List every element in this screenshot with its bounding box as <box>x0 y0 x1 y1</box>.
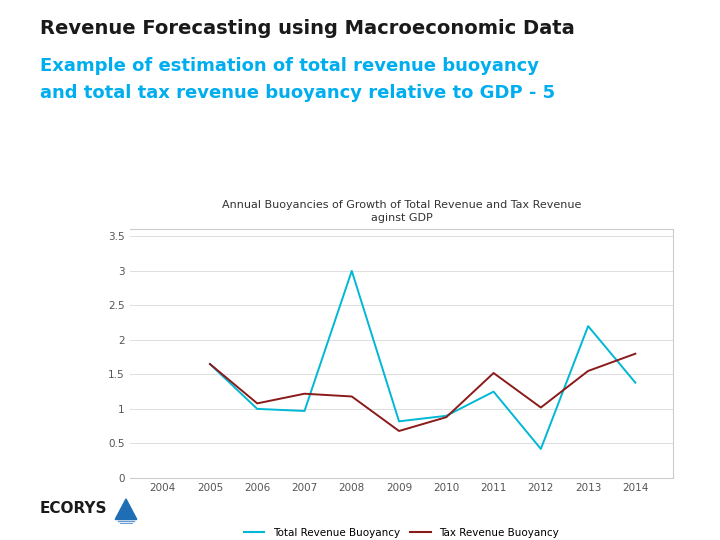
Text: Example of estimation of total revenue buoyancy: Example of estimation of total revenue b… <box>40 57 539 75</box>
Text: Revenue Forecasting using Macroeconomic Data: Revenue Forecasting using Macroeconomic … <box>40 19 575 38</box>
Text: and total tax revenue buoyancy relative to GDP - 5: and total tax revenue buoyancy relative … <box>40 84 554 102</box>
Title: Annual Buoyancies of Growth of Total Revenue and Tax Revenue
aginst GDP: Annual Buoyancies of Growth of Total Rev… <box>222 200 581 223</box>
Text: ECORYS: ECORYS <box>40 501 107 516</box>
Legend: Total Revenue Buoyancy, Tax Revenue Buoyancy: Total Revenue Buoyancy, Tax Revenue Buoy… <box>240 524 563 540</box>
